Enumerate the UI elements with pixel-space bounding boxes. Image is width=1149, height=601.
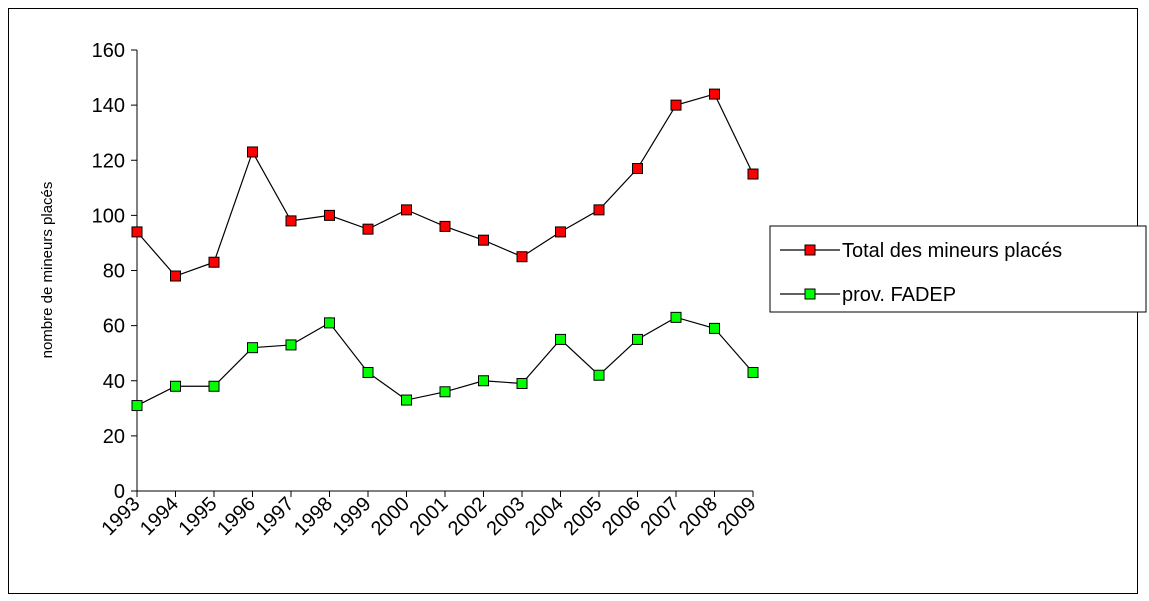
- y-tick-label: 60: [103, 316, 125, 338]
- x-tick-label: 2006: [598, 493, 645, 540]
- x-tick-label: 2003: [483, 493, 530, 540]
- y-tick-label: 40: [103, 371, 125, 393]
- data-point: [555, 333, 566, 345]
- x-tick-label: 1996: [213, 493, 260, 540]
- data-point: [478, 375, 489, 387]
- data-point: [439, 220, 451, 232]
- x-tick-label: 2009: [714, 493, 761, 540]
- data-point: [285, 339, 297, 351]
- x-tick-label: 2004: [521, 493, 568, 540]
- data-point: [170, 270, 181, 282]
- data-point: [131, 226, 143, 238]
- data-point: [439, 386, 451, 398]
- data-point: [747, 168, 759, 180]
- x-axis: 1993199419951996199719981999200020012002…: [98, 490, 761, 540]
- legend-label: Total des mineurs placés: [842, 240, 1062, 262]
- data-point: [747, 366, 759, 378]
- data-point: [208, 256, 220, 268]
- y-axis: 0 20 40 60 80 100 120 140 160: [92, 40, 138, 503]
- series-1: [131, 88, 759, 282]
- data-point: [632, 333, 643, 345]
- data-point: [401, 394, 412, 406]
- data-point: [362, 223, 374, 235]
- data-point: [709, 88, 720, 100]
- series-layer: [131, 88, 759, 412]
- legend-label: prov. FADEP: [842, 284, 956, 306]
- x-tick-label: 1994: [136, 493, 183, 540]
- data-point: [247, 342, 258, 354]
- y-tick-label: 140: [92, 95, 125, 117]
- data-point: [516, 251, 528, 263]
- legend-marker: [804, 244, 816, 256]
- legend-marker: [804, 288, 816, 300]
- y-tick-label: 0: [114, 481, 125, 503]
- x-tick-label: 1997: [252, 493, 299, 540]
- data-point: [208, 380, 220, 392]
- legend-box: [769, 225, 1147, 313]
- x-tick-label: 2000: [367, 493, 414, 540]
- data-point: [324, 317, 335, 329]
- data-point: [632, 163, 643, 175]
- data-point: [593, 369, 605, 381]
- legend: Total des mineurs placés prov. FADEP: [769, 225, 1147, 313]
- data-point: [362, 366, 374, 378]
- data-point: [247, 146, 258, 158]
- x-tick-label: 2007: [637, 493, 684, 540]
- x-tick-label: 2008: [675, 493, 722, 540]
- data-point: [131, 400, 143, 412]
- data-point: [401, 204, 412, 216]
- data-point: [670, 99, 682, 111]
- x-tick-label: 1995: [175, 493, 222, 540]
- y-tick-label: 80: [103, 261, 125, 283]
- y-tick-label: 160: [92, 40, 125, 62]
- x-tick-label: 1993: [98, 493, 145, 540]
- data-point: [324, 209, 335, 221]
- y-tick-label: 20: [103, 426, 125, 448]
- x-tick-label: 2005: [560, 493, 607, 540]
- data-point: [478, 234, 489, 246]
- data-point: [670, 311, 682, 323]
- series-line: [136, 93, 754, 277]
- series-2: [131, 311, 759, 412]
- x-tick-label: 2002: [444, 493, 491, 540]
- data-point: [593, 204, 605, 216]
- data-point: [285, 215, 297, 227]
- data-point: [170, 380, 181, 392]
- x-tick-label: 1998: [290, 493, 337, 540]
- y-tick-label: 100: [92, 205, 125, 227]
- x-tick-label: 2001: [406, 493, 453, 540]
- data-point: [709, 322, 720, 334]
- data-point: [516, 378, 528, 390]
- data-point: [555, 226, 566, 238]
- y-tick-label: 120: [92, 150, 125, 172]
- y-axis-title: nombre de mineurs placés: [39, 182, 56, 359]
- x-tick-label: 1999: [329, 493, 376, 540]
